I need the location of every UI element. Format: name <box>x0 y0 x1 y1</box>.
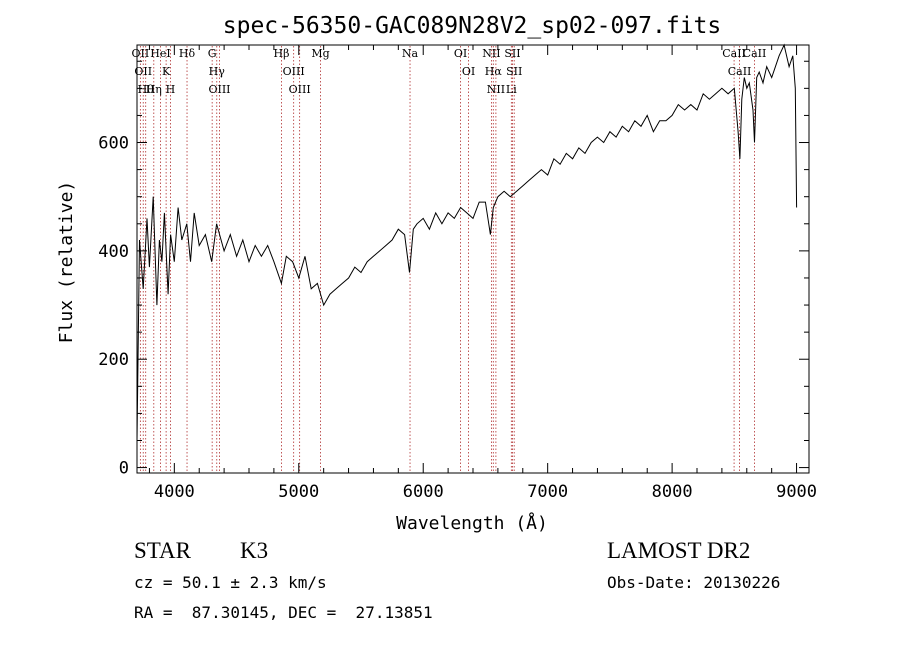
line-label-2: Hθ <box>138 83 155 96</box>
line-label-26: CaII <box>743 47 767 60</box>
line-label-21: Li <box>506 83 517 96</box>
x-tick-label-2: 6000 <box>403 482 444 502</box>
y-tick-label-3: 600 <box>98 134 129 154</box>
x-axis-ticks: 4000 5000 6000 7000 8000 9000 <box>148 45 817 502</box>
line-label-17: OI <box>462 65 475 78</box>
y-tick-label-2: 400 <box>98 242 129 262</box>
object-subclass: K3 <box>240 538 269 563</box>
y-tick-label-0: 0 <box>119 459 129 479</box>
line-label-19: Hα <box>485 65 503 78</box>
x-tick-label-3: 7000 <box>527 482 568 502</box>
line-label-14: Mg <box>311 47 329 60</box>
line-label-13: OIII <box>289 83 311 96</box>
line-label-7: Hδ <box>179 47 196 60</box>
line-label-0: OII <box>132 47 150 60</box>
line-label-1: OII <box>134 65 152 78</box>
line-label-5: K <box>162 65 171 78</box>
line-label-10: OIII <box>208 83 230 96</box>
line-label-20: NII <box>487 83 505 96</box>
x-tick-label-1: 5000 <box>278 482 319 502</box>
survey-label: LAMOST DR2 <box>607 538 751 563</box>
x-tick-label-0: 4000 <box>154 482 195 502</box>
plot-frame <box>136 44 810 474</box>
line-label-8: G <box>208 47 217 60</box>
coordinates-text: RA = 87.30145, DEC = 27.13851 <box>134 603 433 622</box>
line-label-24: CaII <box>722 47 746 60</box>
x-tick-label-5: 9000 <box>776 482 817 502</box>
line-label-4: HeI <box>150 47 170 60</box>
line-label-16: OI <box>454 47 467 60</box>
line-label-3: Hη <box>146 83 162 96</box>
obs-date-text: Obs-Date: 20130226 <box>607 573 781 592</box>
y-tick-label-1: 200 <box>98 350 129 370</box>
line-label-15: Na <box>402 47 419 60</box>
line-label-25: CaII <box>728 65 752 78</box>
emission-line-markers <box>139 46 755 473</box>
line-label-23: SII <box>506 65 522 78</box>
y-axis-ticks: 0 200 400 600 <box>98 60 809 479</box>
line-label-22: SII <box>504 47 520 60</box>
line-label-11: Hβ <box>274 47 290 60</box>
line-label-18: NII <box>482 47 500 60</box>
y-axis-label: Flux (relative) <box>56 181 77 344</box>
spectrum-line <box>136 43 798 441</box>
chart-title: spec-56350-GAC089N28V2_sp02-097.fits <box>223 13 722 39</box>
line-label-6: H <box>166 83 176 96</box>
x-tick-label-4: 8000 <box>652 482 693 502</box>
line-label-9: Hγ <box>209 65 226 78</box>
x-axis-label: Wavelength (Å) <box>396 512 548 534</box>
line-label-12: OIII <box>283 65 305 78</box>
object-class: STAR <box>134 538 191 563</box>
velocity-text: cz = 50.1 ± 2.3 km/s <box>134 573 327 592</box>
